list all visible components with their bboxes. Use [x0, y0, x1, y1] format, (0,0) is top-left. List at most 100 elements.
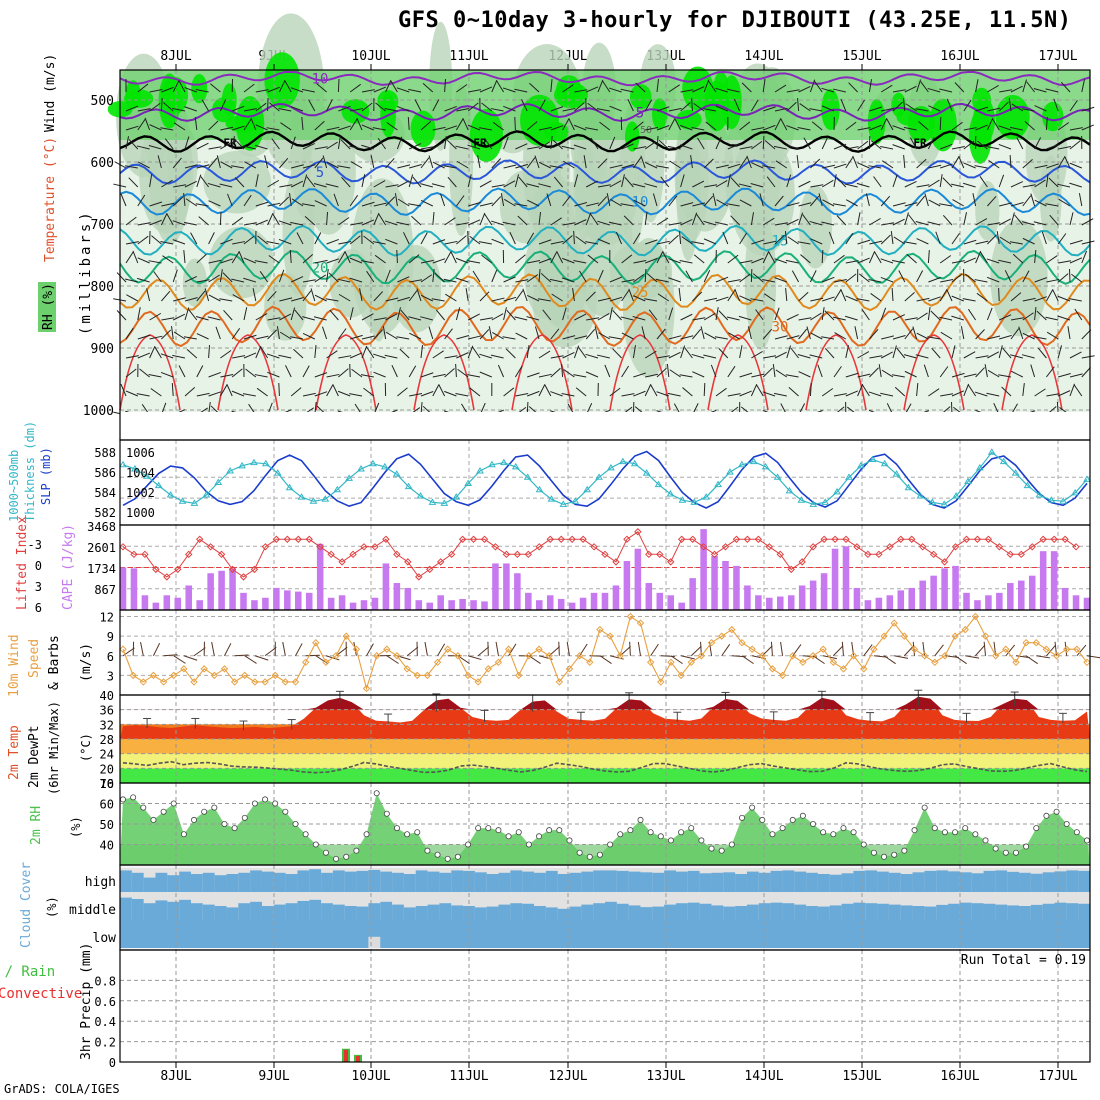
- wind-barb: [491, 220, 504, 226]
- wind-tick-label: 12: [100, 611, 114, 625]
- wind-barb: [692, 291, 703, 302]
- cloud-cell: [1007, 905, 1020, 920]
- wind-barb: [125, 241, 139, 245]
- wind-barb: [420, 183, 433, 188]
- wind-barb: [349, 145, 363, 150]
- wind-speed-marker: [393, 652, 401, 660]
- wind-barb-10m: [883, 655, 896, 665]
- cloud-cell: [534, 872, 547, 892]
- wind-barb: [538, 161, 552, 169]
- rh-marker: [434, 851, 441, 858]
- wind-barb: [868, 165, 882, 169]
- wind-barb: [195, 316, 209, 321]
- wind-barb: [194, 117, 198, 131]
- wind-barb-10m: [163, 654, 178, 657]
- wind-barb: [344, 250, 351, 264]
- wind-barb: [621, 254, 633, 264]
- wind-barb: [518, 176, 528, 188]
- wind-barb: [491, 184, 505, 188]
- rh-contour-label: 50: [640, 125, 652, 136]
- wind-barb: [857, 212, 861, 226]
- lifted-index-marker: [853, 543, 861, 551]
- wind-barb: [527, 390, 540, 397]
- wind-barb: [373, 317, 387, 321]
- wind-barb: [372, 127, 386, 131]
- rh-marker: [617, 831, 624, 838]
- wind-barb: [609, 105, 622, 112]
- wind-barb: [492, 332, 504, 340]
- cloud-cell: [190, 874, 204, 892]
- wind-speed-marker: [1073, 645, 1081, 653]
- wind-barb: [137, 257, 150, 264]
- wind-barb: [472, 270, 481, 283]
- wind-barb: [272, 213, 280, 226]
- wind-barb: [196, 392, 210, 397]
- wind-barb: [420, 199, 434, 207]
- wind-barb: [431, 298, 445, 302]
- wind-barb-10m: [741, 655, 754, 665]
- thickness-marker: [190, 499, 199, 506]
- wind-barb-10m: [680, 655, 695, 660]
- wind-barb: [231, 251, 240, 264]
- wind-barb: [171, 326, 174, 340]
- cloud-cell: [746, 904, 760, 920]
- wind-barb: [306, 176, 316, 188]
- wind-barb: [290, 87, 304, 93]
- wind-barb: [705, 121, 717, 131]
- wind-barb: [313, 183, 327, 188]
- cloud-cell: [439, 903, 452, 920]
- thickness-marker: [440, 499, 449, 506]
- wind-barb: [313, 316, 327, 321]
- wind-barb: [786, 125, 799, 131]
- wind-barb: [810, 238, 823, 245]
- date-label-bottom: 15JUL: [842, 1069, 881, 1084]
- rh-marker: [566, 837, 573, 844]
- wind-barb: [739, 345, 743, 359]
- wind-barb-10m: [254, 655, 269, 661]
- wind-barb: [773, 392, 787, 397]
- lifted-index-marker: [1061, 535, 1069, 543]
- wind-barb: [314, 345, 317, 359]
- rh-marker: [657, 833, 664, 840]
- wind-barb: [655, 278, 669, 283]
- wind-barb: [891, 374, 905, 378]
- cloud-cell: [664, 920, 677, 948]
- wind-barb: [502, 221, 516, 226]
- wind-barb: [456, 84, 468, 93]
- lifted-index-marker: [1072, 543, 1080, 551]
- lifted-index-marker: [371, 543, 379, 551]
- lifted-index-marker: [469, 535, 478, 543]
- wind-speed-marker: [494, 658, 503, 667]
- wind-barb: [314, 146, 328, 150]
- cloud-cell: [569, 906, 582, 920]
- cloud-cell: [640, 920, 653, 948]
- wind-barb: [534, 326, 540, 340]
- cloud-cell: [403, 920, 417, 948]
- rh-marker: [901, 847, 908, 854]
- wind-speed-marker: [352, 645, 361, 653]
- wind-barb: [1016, 137, 1024, 150]
- wind-speed-marker: [504, 645, 513, 653]
- wind-barb: [739, 156, 748, 169]
- cape-bar: [492, 563, 499, 610]
- wind-barb-10m: [637, 641, 642, 656]
- wind-barb: [868, 279, 882, 283]
- wind-barb: [255, 89, 269, 93]
- thickness-marker: [226, 467, 234, 474]
- cape-bar: [1039, 551, 1047, 610]
- cloud-cell: [155, 920, 168, 948]
- lifted-index-marker: [612, 558, 620, 566]
- wind-barb: [1069, 140, 1081, 150]
- thickness-marker: [642, 469, 651, 476]
- wind-barb: [712, 193, 717, 207]
- cape-bar: [503, 563, 510, 610]
- cloud-cell: [983, 903, 996, 920]
- wind-barb: [432, 212, 435, 226]
- wind-barb: [583, 155, 587, 169]
- wind-barb: [195, 203, 209, 207]
- wind-speed-marker: [413, 671, 421, 680]
- wind-speed-marker: [646, 658, 655, 667]
- cloud-cell: [806, 872, 819, 892]
- wind-speed-marker: [241, 671, 249, 680]
- cape-bar: [525, 592, 532, 610]
